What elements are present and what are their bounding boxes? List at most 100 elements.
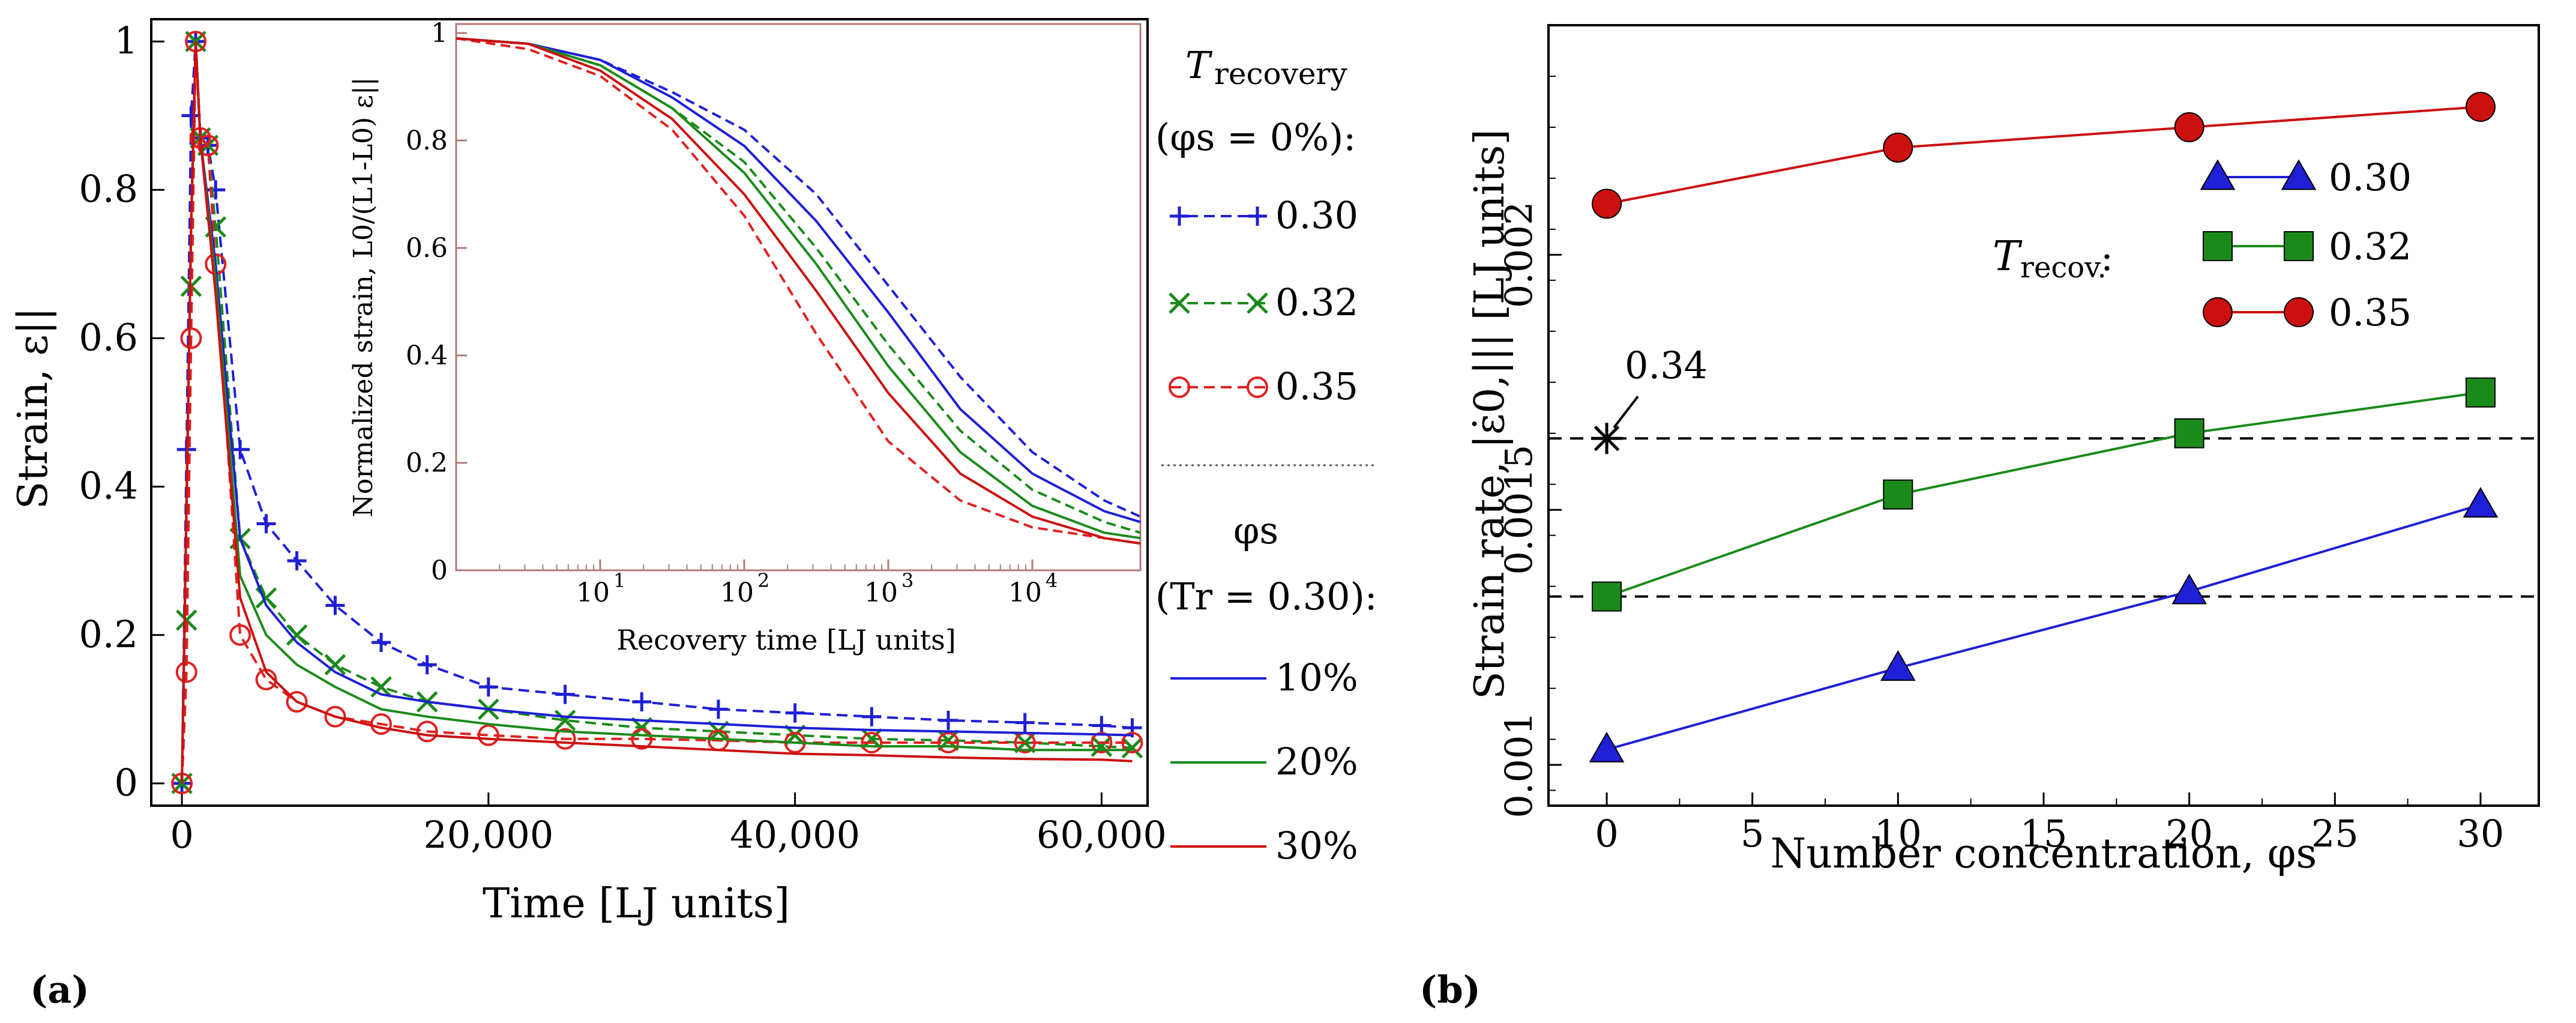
inset-xtick-exponent: 3 <box>901 569 913 592</box>
panel-a-point-0.32 <box>1091 735 1113 757</box>
panel-a-xtick-label: 20,000 <box>423 813 553 857</box>
panel-b-point-0.35 <box>1883 132 1913 163</box>
panel-b-point-0.35 <box>2465 91 2496 122</box>
panel-a-point-0.32 <box>175 609 197 631</box>
legend-a-entries: 0.30 0.32 0.35 10% 20% 30% <box>1169 193 1358 868</box>
panel-a-point-0.30 <box>181 106 201 125</box>
panel-a-point-0.35 <box>180 327 202 349</box>
inset-series-line-20% <box>456 37 1141 540</box>
panel-b-series <box>1589 91 2499 762</box>
inset-ylabel: Normalized strain, L0/(L1-L0) ε|| <box>348 77 379 518</box>
panel-a-ytick-label: 0.4 <box>79 464 138 508</box>
legend-a-label-10%: 10% <box>1275 656 1358 699</box>
legend-b-label-0.35: 0.35 <box>2329 291 2412 334</box>
panel-b-xlabel: Number concentration, φs <box>1771 830 2317 878</box>
panel-a-point-0.30 <box>708 699 728 719</box>
inset-series-line-0.35 <box>456 37 1141 545</box>
panel-b-ticks: 0 5 10 15 20 25 30 0.001 0.0015 0.002 <box>1497 75 2504 856</box>
panel-a-point-0.35 <box>1091 731 1113 753</box>
legend-a-label-0.30: 0.30 <box>1275 193 1358 237</box>
panel-a-ytick-label: 0.2 <box>79 612 138 656</box>
panel-b-point-0.32 <box>1592 581 1622 612</box>
panel-b-xtick-label: 5 <box>1741 812 1764 856</box>
inset-xtick-exponent: 4 <box>1046 569 1058 592</box>
panel-b-xtick-label: 10 <box>1874 812 1922 856</box>
panel-a-main: 0 20,000 40,000 60,000 0 0.2 0.4 0.6 0.8 1 Time [… <box>10 18 1167 928</box>
legend-b-title-sub: recov. <box>2020 251 2107 285</box>
panel-a-label: (a) <box>30 968 89 1012</box>
inset-xtick-base: 10 <box>1008 578 1042 608</box>
panel-a-point-0.35 <box>370 713 393 735</box>
panel-a-inset: 10 1 10 2 10 3 10 400.20.40.60.81 Recovery time… <box>348 18 1142 656</box>
panel-a-point-0.30 <box>287 551 307 571</box>
panel-a-point-0.35 <box>1121 731 1143 753</box>
panel-b-xtick-label: 30 <box>2457 812 2504 856</box>
panel-b-ylabel: Strain rate, |ε̇0,||| [LJ units] <box>1466 129 1514 699</box>
panel-b-point-0.30 <box>2463 487 2499 518</box>
inset-series <box>456 37 1141 545</box>
panel-b-ytick-label: 0.002 <box>1497 202 1541 308</box>
inset-xtick-exponent: 2 <box>757 569 769 592</box>
panel-b-series-line-0.35 <box>1606 105 2481 205</box>
inset-xtick-base: 10 <box>576 578 610 608</box>
legend-b-label-0.32: 0.32 <box>2329 225 2412 268</box>
legend-a-label-30%: 30% <box>1275 824 1358 868</box>
legend-b-label-0.30: 0.30 <box>2329 155 2412 199</box>
panel-b-legend: T recov. : 0.30 0.32 0.35 <box>1993 155 2412 334</box>
panel-a-point-0.32 <box>370 676 392 698</box>
legend-title-T: T <box>1185 43 1213 87</box>
panel-a-point-0.32 <box>286 624 308 646</box>
inset-frame-background <box>455 23 1142 572</box>
panel-b-annotation-marker <box>1591 423 1623 454</box>
legend-a-marker-0.30 <box>1248 207 1267 226</box>
panel-a-ylabel: Strain, ε|| <box>10 307 57 510</box>
panel-b-xtick-label: 25 <box>2311 812 2359 856</box>
panel-a-point-0.35 <box>175 661 197 683</box>
legend-a-label-0.35: 0.35 <box>1275 364 1358 408</box>
panel-a-ytick-label: 0.6 <box>79 315 138 359</box>
inset-ytick-label: 0.2 <box>406 448 448 478</box>
inset-xtick-exponent: 1 <box>613 569 625 592</box>
panel-a-xtick-label: 0 <box>170 813 193 857</box>
panel-a-point-0.35 <box>477 724 499 746</box>
panel-a-point-0.30 <box>632 692 652 711</box>
inset-xtick-base: 10 <box>720 578 754 608</box>
panel-a-point-0.35 <box>229 624 251 646</box>
panel-a-legend: T recovery (φs = 0%): 0.30 0.32 0.35 10% 20%… <box>1155 43 1377 868</box>
panel-b-series-line-0.32 <box>1606 391 2481 598</box>
panel-a-point-0.35 <box>324 705 346 728</box>
legend-b-marker-0.32 <box>2203 231 2233 261</box>
legend-a-marker-0.35 <box>1169 376 1190 398</box>
panel-a-point-0.32 <box>324 654 346 675</box>
legend-b-marker-0.30 <box>2200 159 2236 190</box>
inset-xlabel: Recovery time [LJ units] <box>616 624 955 656</box>
panel-a-point-0.30 <box>478 677 498 697</box>
inset-ticks: 10 1 10 2 10 3 10 400.20.40.60.81 <box>406 18 1058 608</box>
panel-a-ytick-label: 1 <box>115 19 138 62</box>
panel-a-series <box>171 31 1143 794</box>
panel-b-point-0.30 <box>1880 650 1916 681</box>
panel-a-point-0.35 <box>631 728 653 750</box>
inset-ytick-label: 0.6 <box>406 233 448 264</box>
panel-b-label: (b) <box>1419 968 1481 1012</box>
panel-a-series-line-0.35 <box>181 41 1133 784</box>
panel-a-point-0.30 <box>785 703 805 723</box>
legend-b-title-colon: : <box>2101 235 2113 279</box>
panel-a-point-0.30 <box>325 596 345 615</box>
panel-a-point-0.35 <box>554 728 576 750</box>
panel-a-point-0.35 <box>197 134 219 157</box>
panel-b-point-0.35 <box>2174 112 2204 142</box>
panel-b-xtick-label: 0 <box>1595 812 1618 856</box>
inset-ytick-label: 0.8 <box>406 125 448 156</box>
panel-a-point-0.30 <box>230 439 250 459</box>
legend-b-marker-0.35 <box>2203 297 2233 327</box>
panel-a-xtick-label: 40,000 <box>730 813 860 857</box>
panel-a-point-0.30 <box>1015 713 1035 732</box>
panel-a-plot-frame <box>150 18 1149 807</box>
panel-b-annotation: 0.34 <box>1591 343 1708 454</box>
panel-a-point-0.30 <box>372 633 391 653</box>
panel-b-reference-lines <box>1548 437 2539 598</box>
panel-a-ytick-label: 0 <box>115 761 138 804</box>
panel-b-point-0.32 <box>2465 377 2496 408</box>
